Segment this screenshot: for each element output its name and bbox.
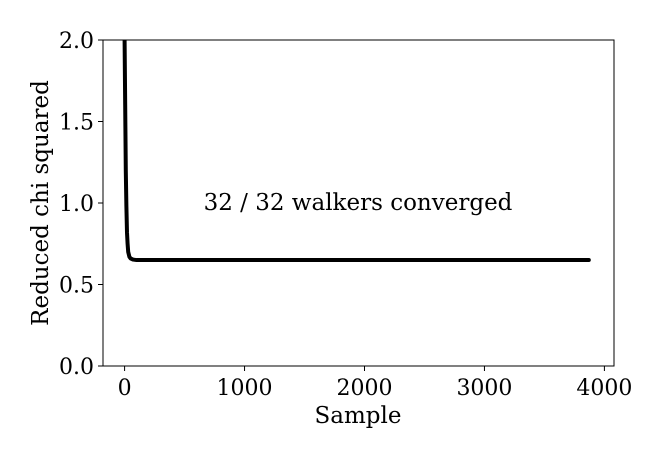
y-tick-label: 1.5 xyxy=(59,111,94,136)
x-tick-label: 3000 xyxy=(456,376,512,401)
axis-ticks: 0 1000 2000 3000 4000 0.0 0.5 1.0 1.5 2.0 xyxy=(59,29,632,401)
x-tick-label: 1000 xyxy=(217,376,273,401)
y-tick-label: 0.5 xyxy=(59,274,94,299)
x-axis-label: Sample xyxy=(315,403,402,429)
x-tick-label: 0 xyxy=(118,376,132,401)
converged-annotation: 32 / 32 walkers converged xyxy=(204,190,513,216)
y-tick-label: 2.0 xyxy=(59,29,94,54)
series-line-0 xyxy=(122,40,591,263)
y-axis-label: Reduced chi squared xyxy=(28,80,54,326)
y-tick-label: 1.0 xyxy=(59,192,94,217)
x-tick-label: 2000 xyxy=(336,376,392,401)
x-tick-label: 4000 xyxy=(576,376,632,401)
y-tick-label: 0.0 xyxy=(59,355,94,380)
plot-area xyxy=(122,40,591,263)
